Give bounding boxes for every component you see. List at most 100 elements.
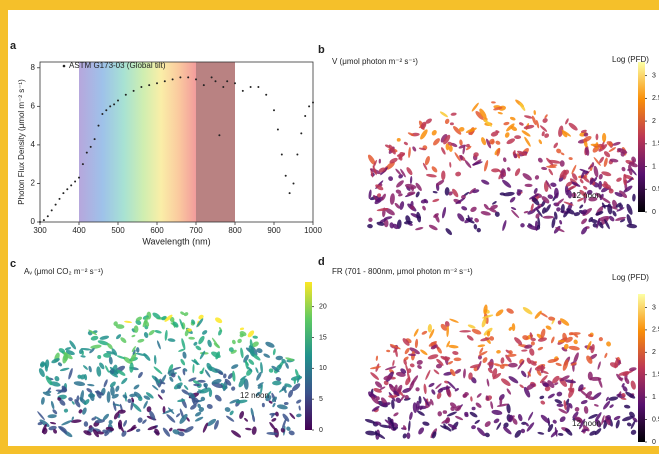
leaf [78,409,83,414]
leaf [464,159,472,169]
leaf [581,218,588,225]
leaf [172,321,179,328]
leaf [195,345,202,351]
leaf [621,383,625,388]
leaf [421,330,428,335]
leaf [440,133,448,143]
leaf [579,178,584,184]
leaf [443,134,451,145]
leaf [69,340,77,350]
leaf [52,409,58,415]
leaf [475,110,484,120]
leaf [218,371,224,375]
leaf [433,369,440,375]
leaf [73,381,86,386]
leaf [404,394,409,400]
leaf [58,426,67,432]
leaf [560,204,565,213]
leaf [489,336,495,341]
leaf [562,359,569,371]
leaf [481,179,490,185]
leaf [598,180,603,190]
leaf [506,167,511,172]
leaf [116,355,126,359]
leaf [568,332,574,336]
leaf [208,389,213,398]
leaf [137,417,143,423]
leaf [110,368,115,374]
leaf [154,376,159,387]
leaf [524,115,533,119]
leaf [410,375,419,386]
leaf [288,389,294,398]
leaf [391,399,395,410]
data-point [42,219,45,222]
leaf [548,168,554,176]
leaf [71,401,75,405]
leaf [368,189,372,200]
leaf [183,384,189,390]
leaf [446,325,449,338]
leaf [47,414,57,419]
leaf [502,191,515,197]
leaf [479,347,484,354]
leaf [255,391,261,397]
leaf [622,371,630,377]
leaf [124,320,132,324]
leaf [628,162,638,168]
leaf [211,378,222,385]
leaf [197,403,201,409]
leaf [423,396,430,406]
leaf [126,426,137,433]
leaf [383,375,392,381]
data-point [117,99,119,102]
leaf [409,363,415,368]
leaf [50,400,55,410]
leaf [450,112,457,116]
leaf [227,373,234,380]
data-point [132,89,135,92]
leaf [552,419,557,424]
leaf [459,330,472,333]
leaf [373,194,378,201]
leaf [588,413,598,419]
leaf [418,147,427,151]
leaf [585,147,590,156]
leaf [375,381,383,388]
leaf [524,136,531,147]
leaf [388,176,394,181]
leaf [544,114,548,119]
leaf [449,161,452,168]
leaf [154,428,160,436]
leaf [285,357,295,361]
leaf [446,340,451,348]
leaf [564,379,577,384]
leaf [559,318,570,326]
leaf [138,396,143,402]
leaf [143,332,149,339]
leaf [82,407,87,415]
leaf [372,165,377,176]
leaf [581,226,588,235]
leaf [135,319,142,325]
leaf [432,198,440,203]
leaf [223,373,227,379]
leaf [593,165,599,178]
data-point [195,78,197,81]
leaf [108,419,113,425]
leaf [64,347,72,351]
leaf [414,338,419,349]
leaf [619,190,628,198]
leaf [162,427,171,437]
leaf [454,152,461,162]
leaf [427,354,439,360]
leaf [541,207,547,214]
x-tick-label: 400 [72,226,86,235]
leaf [537,431,545,435]
leaf [546,157,554,166]
leaf [132,403,142,412]
leaf [550,182,557,187]
leaf [615,419,620,429]
leaf [569,403,573,409]
leaf [590,219,598,224]
